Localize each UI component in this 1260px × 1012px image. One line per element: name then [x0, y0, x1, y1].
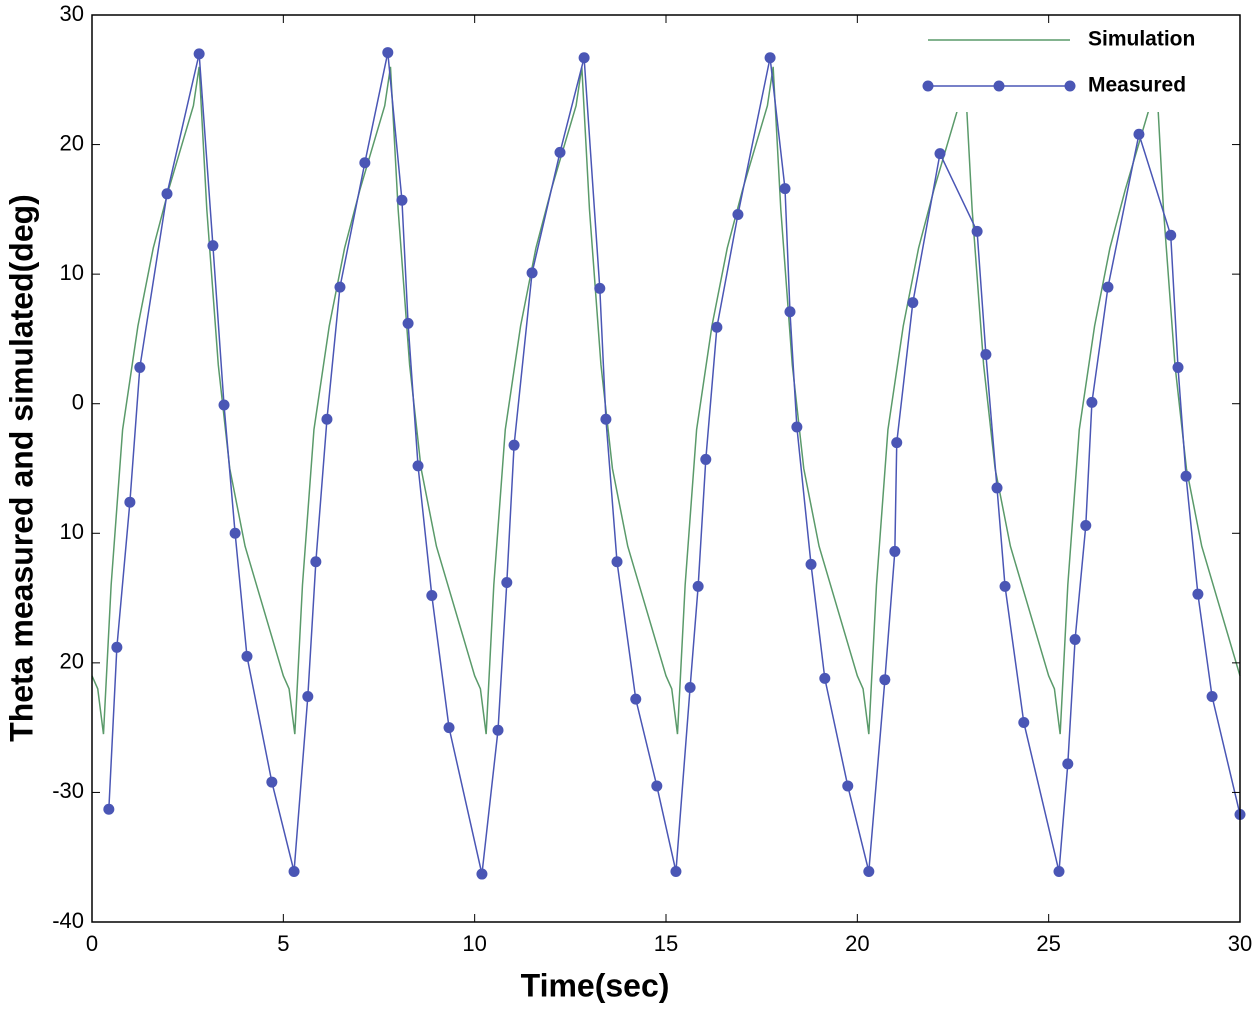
x-axis-title: Time(sec): [521, 967, 670, 1003]
legend-box: [910, 20, 1232, 112]
data-point: [670, 865, 682, 877]
data-point: [692, 580, 704, 592]
data-point: [229, 527, 241, 539]
data-point: [396, 194, 408, 206]
data-point: [476, 868, 488, 880]
data-point: [207, 240, 219, 252]
data-point: [934, 148, 946, 160]
data-point: [508, 439, 520, 451]
data-point: [501, 577, 513, 589]
data-point: [879, 674, 891, 686]
data-point: [402, 317, 414, 329]
y-axis-title: Theta measured and simulated(deg): [3, 194, 39, 742]
data-point: [218, 399, 230, 411]
data-point: [193, 48, 205, 60]
data-point: [889, 545, 901, 557]
data-point: [1165, 229, 1177, 241]
data-point: [1018, 716, 1030, 728]
legend-marker: [1064, 80, 1076, 92]
y-tick-label: 20: [60, 649, 84, 674]
data-point: [103, 803, 115, 815]
data-point: [288, 865, 300, 877]
data-point: [991, 482, 1003, 494]
data-point: [891, 437, 903, 449]
data-point: [971, 225, 983, 237]
data-point: [302, 691, 314, 703]
plot-area: [92, 15, 1240, 922]
data-point: [492, 724, 504, 736]
data-point: [1102, 281, 1114, 293]
series-line: [108, 52, 1241, 875]
data-point: [1053, 865, 1065, 877]
legend-label: Simulation: [1088, 28, 1195, 51]
x-tick-label: 15: [654, 931, 678, 956]
series-line: [91, 66, 1241, 735]
x-tick-label: 30: [1228, 931, 1252, 956]
data-point: [600, 413, 612, 425]
data-point: [684, 681, 696, 693]
data-point: [1086, 396, 1098, 408]
y-tick-label: 0: [72, 390, 84, 415]
data-point: [819, 672, 831, 684]
data-point: [266, 776, 278, 788]
data-point: [1080, 520, 1092, 532]
data-point: [412, 460, 424, 472]
legend-label: Measured: [1088, 74, 1186, 97]
data-point: [863, 865, 875, 877]
data-point: [700, 453, 712, 465]
data-point: [1133, 128, 1145, 140]
data-point: [651, 780, 663, 792]
x-tick-label: 0: [86, 931, 98, 956]
x-tick-label: 25: [1036, 931, 1060, 956]
data-point: [1206, 691, 1218, 703]
data-point: [334, 281, 346, 293]
y-tick-label: -40: [52, 908, 84, 933]
x-tick-label: 5: [277, 931, 289, 956]
y-tick-label: -30: [52, 778, 84, 803]
data-point: [594, 282, 606, 294]
data-point: [630, 693, 642, 705]
data-point: [526, 267, 538, 279]
data-point: [554, 146, 566, 158]
data-point: [732, 209, 744, 221]
data-point: [382, 47, 394, 59]
x-tick-label: 20: [845, 931, 869, 956]
data-point: [161, 188, 173, 200]
data-point: [907, 297, 919, 309]
data-point: [1180, 470, 1192, 482]
data-point: [980, 348, 992, 360]
data-point: [241, 650, 253, 662]
y-tick-label: 10: [60, 260, 84, 285]
data-point: [1062, 758, 1074, 770]
legend-marker: [922, 80, 934, 92]
y-tick-label: 20: [60, 130, 84, 155]
data-point: [611, 556, 623, 568]
data-point: [791, 421, 803, 433]
y-tick-label: 10: [60, 519, 84, 544]
data-point: [578, 52, 590, 64]
data-point: [134, 361, 146, 373]
data-point: [1172, 361, 1184, 373]
data-point: [784, 306, 796, 318]
data-point: [779, 183, 791, 195]
data-point: [321, 413, 333, 425]
data-point: [310, 556, 322, 568]
data-point: [999, 580, 1011, 592]
data-point: [111, 641, 123, 653]
legend-marker: [993, 80, 1005, 92]
data-point: [1069, 634, 1081, 646]
data-point: [842, 780, 854, 792]
x-tick-label: 10: [462, 931, 486, 956]
data-point: [124, 496, 136, 508]
data-point: [764, 52, 776, 64]
data-point: [426, 589, 438, 601]
data-point: [359, 157, 371, 169]
y-tick-label: 30: [60, 1, 84, 26]
data-point: [443, 722, 455, 734]
data-point: [1192, 588, 1204, 600]
data-point: [805, 558, 817, 570]
data-point: [711, 321, 723, 333]
